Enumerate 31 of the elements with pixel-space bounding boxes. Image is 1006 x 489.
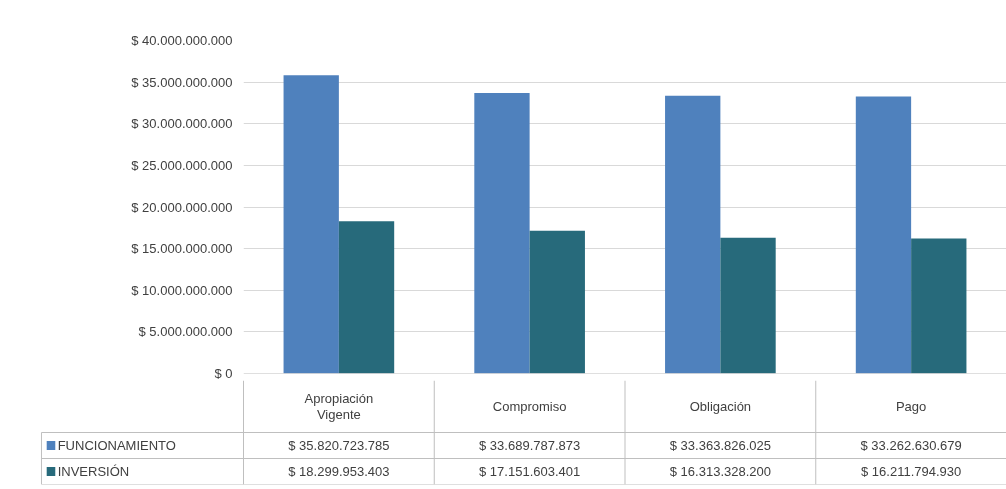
data-label: $ 16.313.328.200 [669,464,771,479]
legend-label: FUNCIONAMIENTO [57,438,176,453]
x-tick-label: Pago [895,399,927,414]
y-tick-label: $ 25.000.000.000 [131,157,233,173]
data-label: $ 18.299.953.403 [288,464,390,479]
bar [474,93,530,374]
data-label: $ 33.262.630.679 [860,438,962,453]
y-tick-label: $ 5.000.000.000 [138,324,233,340]
y-tick-label: $ 40.000.000.000 [131,33,233,48]
x-tick-label: Compromiso [492,399,567,414]
y-tick-label: $ 10.000.000.000 [131,282,233,298]
y-tick-label: $ 0 [214,365,233,381]
data-label: $ 33.363.826.025 [669,438,771,453]
y-tick-label: $ 20.000.000.000 [131,199,233,215]
x-tick-label: Apropiación Vigente [304,390,374,423]
data-label: $ 16.211.794.930 [861,464,962,479]
bar [338,221,395,374]
y-tick-label: $ 30.000.000.000 [131,116,233,132]
y-tick-label: $ 15.000.000.000 [131,241,233,257]
legend-label: INVERSIÓN [57,464,130,479]
data-label: $ 33.689.787.873 [479,438,581,453]
bar [529,230,585,374]
bar [911,238,967,374]
bar [665,95,721,374]
bar [283,75,339,374]
y-tick-label: $ 35.000.000.000 [131,74,233,90]
bar [855,96,912,374]
bar [720,237,776,374]
x-tick-label: Obligación [689,399,752,414]
data-label: $ 35.820.723.785 [288,438,390,453]
data-label: $ 17.151.603.401 [479,464,581,479]
